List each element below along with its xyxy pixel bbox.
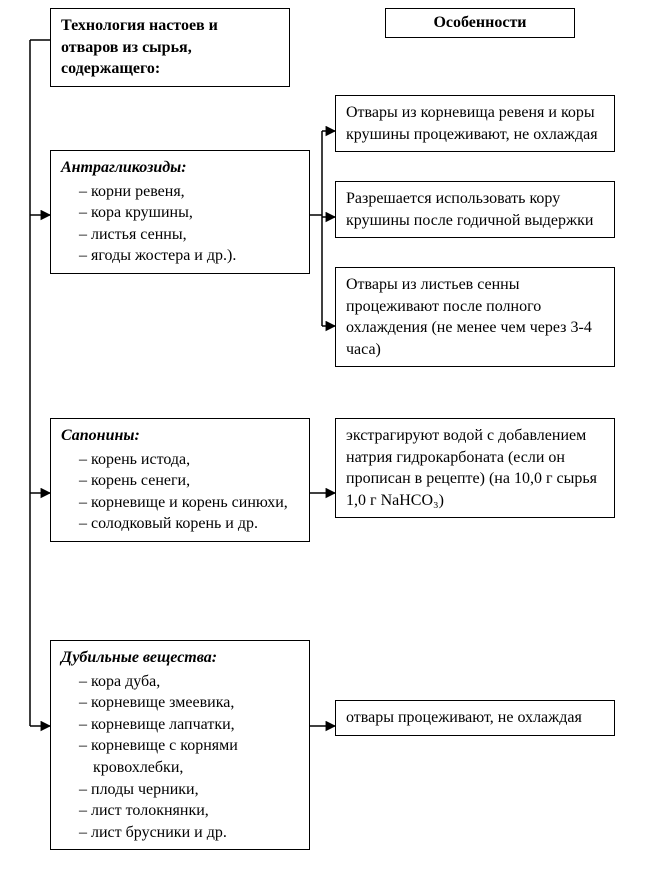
category-box-anthra: Антрагликозиды: корни ревеня, кора круши… bbox=[50, 150, 310, 274]
list-item: солодковый корень и др. bbox=[79, 513, 299, 535]
list-item: кора крушины, bbox=[79, 202, 299, 224]
list-item: лист брусники и др. bbox=[79, 822, 299, 844]
feature-text: экстрагируют водой с добавлением натрия … bbox=[346, 427, 597, 509]
feature-box-tannin-0: отвары процеживают, не охлаждая bbox=[335, 700, 615, 736]
feature-box-anthra-0: Отвары из корневища ревеня и коры крушин… bbox=[335, 95, 615, 152]
list-item: кора дуба, bbox=[79, 671, 299, 693]
list-item: корневище змеевика, bbox=[79, 692, 299, 714]
feature-box-anthra-2: Отвары из листьев сенны процеживают посл… bbox=[335, 267, 615, 367]
header-right: Особенности bbox=[385, 8, 575, 38]
list-item: корни ревеня, bbox=[79, 181, 299, 203]
list-item: лист толокнянки, bbox=[79, 800, 299, 822]
list-item: листья сенны, bbox=[79, 224, 299, 246]
feature-text: отвары процеживают, не охлаждая bbox=[346, 709, 582, 726]
header-left-text: Технология настоев и отваров из сырья, с… bbox=[61, 17, 218, 77]
header-right-text: Особенности bbox=[433, 14, 526, 31]
category-box-sapon: Сапонины: корень истода, корень сенеги, … bbox=[50, 418, 310, 542]
list-item: корневище и корень синюхи, bbox=[79, 492, 299, 514]
list-item: корневище лапчатки, bbox=[79, 714, 299, 736]
category-title-tannin: Дубильные вещества: bbox=[61, 647, 299, 669]
feature-text: Разрешается использовать кору крушины по… bbox=[346, 190, 593, 229]
category-items-tannin: кора дуба, корневище змеевика, корневище… bbox=[61, 671, 299, 844]
category-items-anthra: корни ревеня, кора крушины, листья сенны… bbox=[61, 181, 299, 267]
feature-text: Отвары из корневища ревеня и коры крушин… bbox=[346, 104, 598, 143]
category-box-tannin: Дубильные вещества: кора дуба, корневище… bbox=[50, 640, 310, 850]
list-item: корень сенеги, bbox=[79, 470, 299, 492]
feature-text: Отвары из листьев сенны процеживают посл… bbox=[346, 276, 592, 358]
list-item: плоды черники, bbox=[79, 779, 299, 801]
list-item: ягоды жостера и др.). bbox=[79, 245, 299, 267]
category-title-anthra: Антрагликозиды: bbox=[61, 157, 299, 179]
list-item: корень истода, bbox=[79, 449, 299, 471]
category-title-sapon: Сапонины: bbox=[61, 425, 299, 447]
feature-box-sapon-0: экстрагируют водой с добавлением натрия … bbox=[335, 418, 615, 518]
header-left: Технология настоев и отваров из сырья, с… bbox=[50, 8, 290, 87]
list-item: корневище с корнями кровохлебки, bbox=[79, 735, 299, 778]
category-items-sapon: корень истода, корень сенеги, корневище … bbox=[61, 449, 299, 535]
feature-box-anthra-1: Разрешается использовать кору крушины по… bbox=[335, 181, 615, 238]
